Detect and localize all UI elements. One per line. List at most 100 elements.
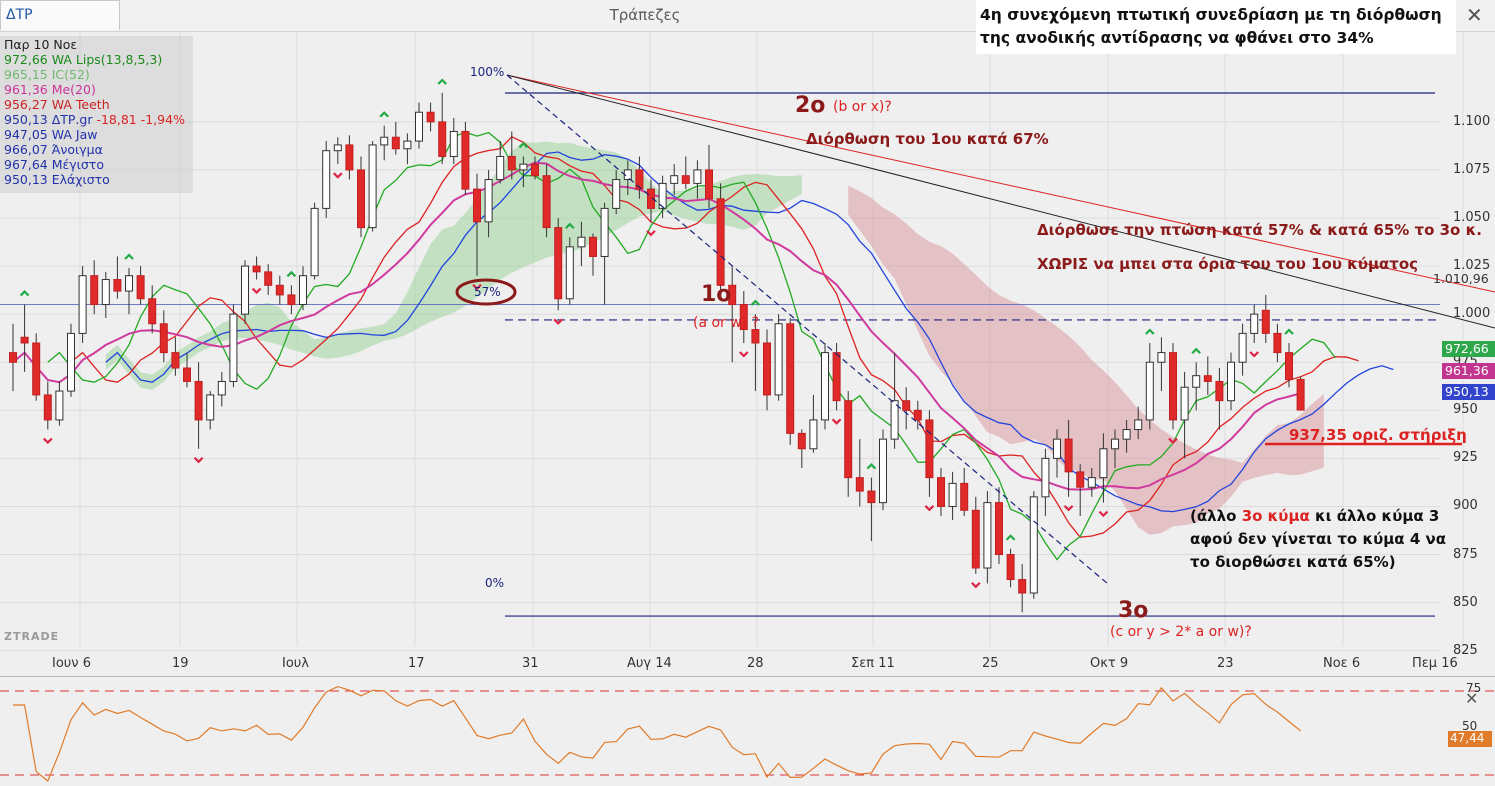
fractal-down	[831, 418, 842, 425]
candle	[473, 173, 481, 276]
fractal-down	[43, 437, 53, 445]
candle	[345, 135, 354, 180]
candle-body	[774, 323, 783, 396]
candle-body	[821, 352, 829, 421]
candle-body	[763, 342, 771, 396]
candle-body	[855, 477, 864, 492]
price-tick: 850	[1453, 594, 1478, 610]
candle-body	[728, 284, 737, 306]
candle	[229, 304, 238, 388]
candle	[426, 102, 435, 132]
candle	[1238, 323, 1247, 376]
candle	[496, 141, 505, 184]
price-tick: 950	[1453, 402, 1478, 418]
close-oscillator-icon[interactable]: ✕	[1465, 689, 1479, 708]
candle-body	[1180, 386, 1189, 421]
candle-body	[252, 265, 261, 273]
close-icon[interactable]: ✕	[1466, 3, 1483, 27]
candle	[9, 323, 17, 392]
candle	[1053, 429, 1061, 478]
oscillator-line	[13, 685, 1301, 782]
window-title: Τράπεζες	[609, 6, 681, 24]
legend-item: Παρ 10 Νοε	[4, 37, 78, 52]
candle	[322, 141, 331, 218]
chart-tab[interactable]: ΔΤΡ	[0, 0, 120, 30]
candle	[136, 266, 145, 305]
fractal-up	[866, 463, 877, 470]
candle-body	[844, 400, 853, 479]
candle	[461, 121, 470, 195]
candle-body	[1076, 471, 1085, 488]
fractal-up	[124, 253, 134, 260]
oscillator-panel[interactable]	[0, 677, 1495, 786]
candle	[1064, 419, 1073, 497]
candle-body	[403, 140, 412, 150]
candle-body	[1018, 579, 1027, 594]
fractal-up	[1191, 347, 1201, 355]
candle	[449, 118, 458, 165]
fib-100-label: 100%	[470, 65, 505, 79]
candle-body	[264, 271, 273, 286]
candle	[217, 371, 226, 407]
candle-body	[751, 329, 760, 344]
candle	[1157, 337, 1166, 392]
fractal-down	[971, 581, 981, 589]
candle-body	[438, 121, 447, 157]
candle	[879, 429, 887, 511]
candle-body	[461, 130, 470, 190]
fractal-down	[1098, 510, 1109, 518]
candle	[670, 164, 679, 195]
ichimoku-cloud-pink	[848, 185, 1324, 535]
wave-line-dashed	[506, 74, 1109, 585]
candle	[728, 266, 737, 363]
time-tick: Νοε 6	[1323, 656, 1361, 671]
time-tick: 17	[408, 656, 425, 671]
candle-body	[171, 352, 180, 369]
fractal-down	[1249, 351, 1259, 358]
legend-item: 956,27 WA Teeth	[4, 97, 110, 112]
candle-body	[960, 482, 969, 511]
candle-body	[287, 294, 296, 306]
candle	[705, 144, 713, 209]
fractal-down	[193, 456, 204, 464]
analysis-note: 4η συνεχόμενη πτωτική συνεδρίαση με τη δ…	[976, 0, 1456, 54]
candle	[867, 477, 876, 542]
fractal-down	[1063, 505, 1074, 512]
candle	[577, 221, 586, 267]
fractal-up	[1145, 328, 1155, 335]
candle	[415, 102, 423, 149]
candle-body	[67, 332, 75, 392]
candle-body	[971, 509, 980, 569]
candle	[774, 314, 783, 401]
candle	[763, 329, 771, 411]
note-line-2: της ανοδικής αντίδρασης να φθάνει στο 34…	[980, 29, 1374, 47]
candle-body	[55, 390, 64, 421]
candle	[1203, 356, 1212, 395]
note-line-1: 4η συνεχόμενη πτωτική συνεδρίαση με τη δ…	[980, 6, 1442, 24]
candle	[1041, 448, 1050, 517]
wa-jaw-line	[105, 151, 1394, 513]
candle	[589, 233, 597, 276]
candle-body	[647, 188, 655, 209]
candle-body	[577, 236, 586, 248]
candle	[310, 202, 319, 280]
candle	[241, 260, 249, 324]
candle	[1285, 343, 1293, 388]
wave3-label: 3ο	[1118, 598, 1149, 623]
candle-body	[426, 111, 435, 123]
candle-body	[32, 342, 41, 396]
candle-body	[1250, 313, 1259, 334]
price-chart[interactable]	[0, 32, 1495, 678]
candle-body	[1215, 380, 1224, 402]
candle	[391, 121, 400, 155]
candle	[600, 202, 609, 305]
candle-body	[391, 136, 400, 150]
candle-body	[322, 150, 331, 209]
candle	[995, 487, 1003, 565]
fractal-up	[1005, 534, 1016, 541]
fractal-up	[1284, 328, 1294, 335]
other-wave-text: (άλλο 3ο κύμα κι άλλο κύμα 3 αφού δεν γί…	[1190, 505, 1446, 574]
candle-body	[937, 477, 945, 507]
fib-57-circle	[455, 278, 517, 306]
candle	[183, 352, 191, 388]
